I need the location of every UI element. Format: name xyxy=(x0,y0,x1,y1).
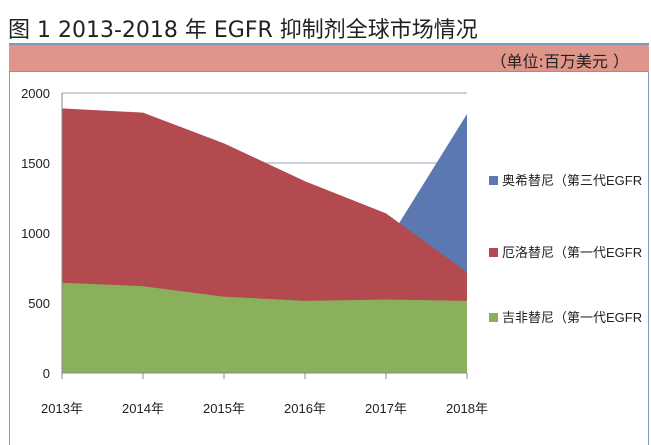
y-tick-label: 2000 xyxy=(21,86,50,101)
y-tick-label: 0 xyxy=(43,366,50,381)
y-tick-label: 1500 xyxy=(21,156,50,171)
unit-label: （单位:百万美元 ） xyxy=(490,52,629,71)
x-tick-label: 2017年 xyxy=(365,401,407,416)
chart-title: 图 1 2013-2018 年 EGFR 抑制剂全球市场情况 xyxy=(8,18,478,43)
legend-swatch xyxy=(489,176,498,185)
x-tick-label: 2013年 xyxy=(41,401,83,416)
x-tick-label: 2014年 xyxy=(122,401,164,416)
area-2 xyxy=(62,282,467,373)
legend-label: 厄洛替尼（第一代EGFR xyxy=(502,245,642,260)
legend-swatch xyxy=(489,313,498,322)
y-tick-label: 500 xyxy=(28,296,50,311)
legend-label: 奥希替尼（第三代EGFR xyxy=(502,173,642,188)
x-tick-label: 2015年 xyxy=(203,401,245,416)
x-tick-label: 2018年 xyxy=(446,401,488,416)
chart-frame xyxy=(9,71,649,445)
y-tick-label: 1000 xyxy=(21,226,50,241)
unit-bar: （单位:百万美元 ） xyxy=(9,43,649,71)
x-tick-label: 2016年 xyxy=(284,401,326,416)
legend-label: 吉非替尼（第一代EGFR xyxy=(502,310,642,325)
legend-swatch xyxy=(489,248,498,257)
